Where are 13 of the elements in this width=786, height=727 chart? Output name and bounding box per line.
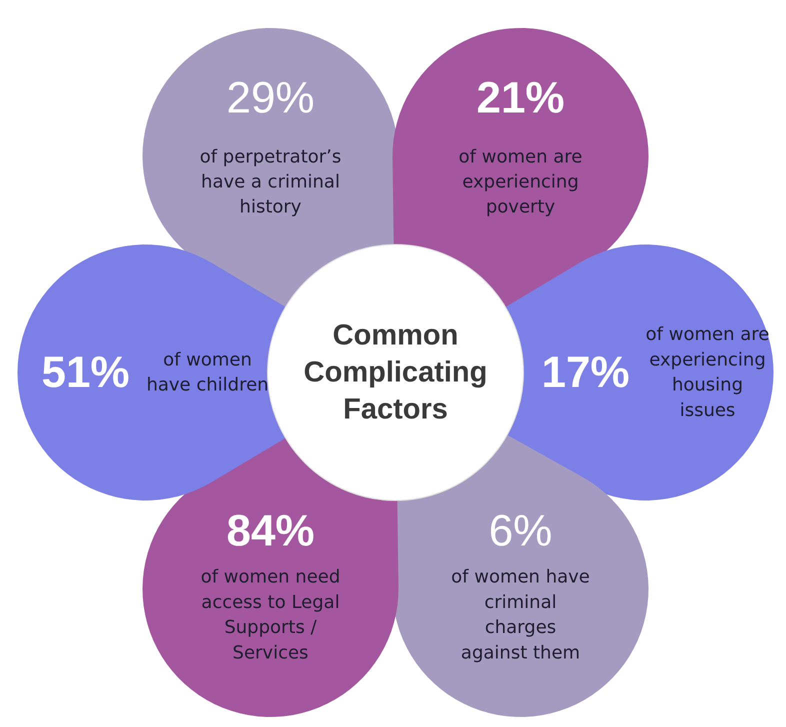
data-label: 51% xyxy=(41,348,130,397)
text: Common Complicating Factors xyxy=(304,320,488,426)
data-label: 6% xyxy=(488,506,552,556)
category-label: of women need access to Legal Supports / Services xyxy=(200,566,340,664)
category-label: of perpetrator’s have a criminal history xyxy=(200,146,342,218)
category-label: of women are experiencing poverty xyxy=(458,146,582,218)
data-label: 21% xyxy=(476,73,565,122)
category-label: of women have criminal charges against them xyxy=(451,566,590,664)
category-label: of women are experiencing housing issues xyxy=(646,324,770,421)
category-label: of women have children xyxy=(146,349,269,396)
data-label: 84% xyxy=(226,506,315,556)
data-label: 17% xyxy=(541,348,630,397)
data-label: 29% xyxy=(226,73,315,122)
